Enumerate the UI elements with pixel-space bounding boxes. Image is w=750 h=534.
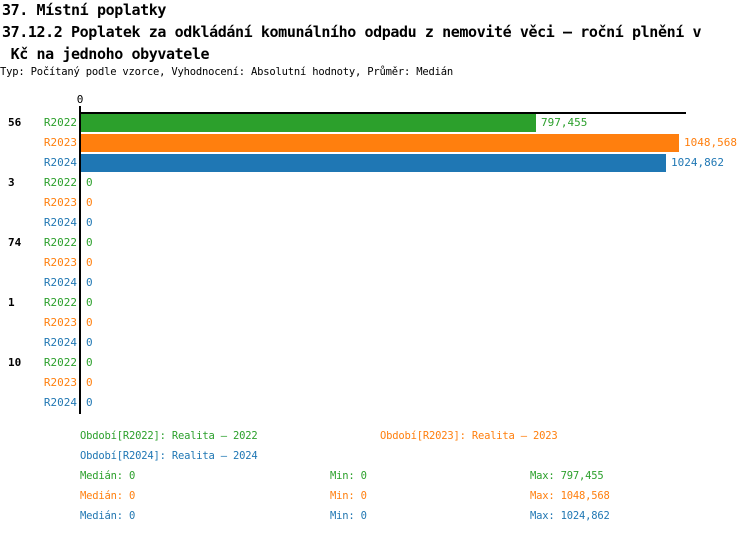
legend-min: Min: 0 [330,470,367,482]
bar-value-label: 1048,568 [684,136,737,149]
chart-group: 10 R2022 0 R2023 0 R2024 0 [0,354,750,414]
series-label: R2024 [43,336,77,349]
bar-value-label: 0 [86,356,93,369]
legend-period-label: Období[R2022]: Realita – 2022 [80,430,258,442]
bar-value-label: 0 [86,236,93,249]
legend-min: Min: 0 [330,510,367,522]
bar-chart: 56 R2022 797,455 R2023 1048,568 R2024 1024,862… [0,114,750,414]
series-label: R2024 [43,396,77,409]
top-axis-line [79,112,686,114]
bar-value-label: 0 [86,296,93,309]
indicator-title-line1: 37.12.2 Poplatek za odkládání komunálníh… [2,23,702,41]
chart-group: 56 R2022 797,455 R2023 1048,568 R2024 1024,862 [0,114,750,174]
section-title: 37. Místní poplatky [2,1,166,19]
bar-value-label: 0 [86,336,93,349]
legend-median: Medián: 0 [80,490,136,502]
bar [81,134,679,152]
category-label: 56 [8,116,22,129]
bar-value-label: 0 [86,396,93,409]
bar-value-label: 0 [86,276,93,289]
axis-tick-label-zero: 0 [76,93,84,106]
category-label: 3 [8,176,15,189]
bar-value-label: 0 [86,316,93,329]
indicator-title-line2: Kč na jednoho obyvatele [2,45,210,63]
series-label: R2024 [43,276,77,289]
bar-value-label: 0 [86,376,93,389]
legend: Období[R2022]: Realita – 2022 Období[R202… [0,425,750,530]
bar-value-label: 0 [86,256,93,269]
legend-max: Max: 1024,862 [530,510,610,522]
meta-line: Typ: Počítaný podle vzorce, Vyhodnocení:… [0,66,453,78]
bar-value-label: 0 [86,196,93,209]
series-label: R2023 [43,376,77,389]
series-label: R2023 [43,316,77,329]
bar [81,154,666,172]
chart-group: 74 R2022 0 R2023 0 R2024 0 [0,234,750,294]
series-label: R2023 [43,136,77,149]
legend-max: Max: 1048,568 [530,490,610,502]
series-label: R2023 [43,196,77,209]
series-label: R2022 [43,176,77,189]
series-label: R2022 [43,356,77,369]
series-label: R2022 [43,236,77,249]
bar-value-label: 1024,862 [671,156,724,169]
bar-value-label: 0 [86,216,93,229]
category-label: 10 [8,356,22,369]
category-label: 1 [8,296,15,309]
zero-axis-line [79,106,81,414]
legend-median: Medián: 0 [80,470,136,482]
bar-value-label: 797,455 [541,116,588,129]
category-label: 74 [8,236,22,249]
series-label: R2022 [43,116,77,129]
legend-median: Medián: 0 [80,510,136,522]
series-label: R2024 [43,156,77,169]
legend-min: Min: 0 [330,490,367,502]
series-label: R2022 [43,296,77,309]
legend-max: Max: 797,455 [530,470,604,482]
series-label: R2024 [43,216,77,229]
chart-group: 3 R2022 0 R2023 0 R2024 0 [0,174,750,234]
series-label: R2023 [43,256,77,269]
legend-period-label: Období[R2024]: Realita – 2024 [80,450,258,462]
chart-group: 1 R2022 0 R2023 0 R2024 0 [0,294,750,354]
bar-value-label: 0 [86,176,93,189]
legend-period-label: Období[R2023]: Realita – 2023 [380,430,558,442]
bar [81,114,536,132]
